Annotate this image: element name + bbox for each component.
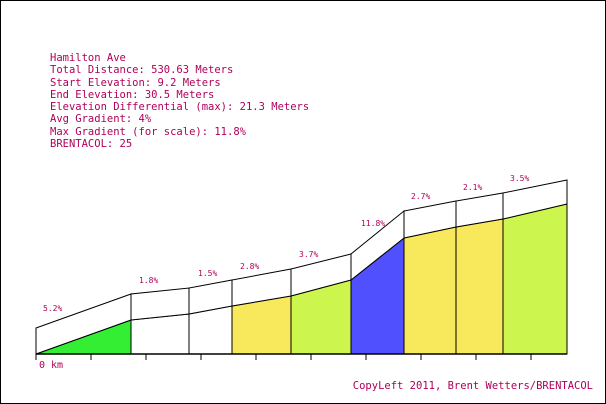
gradient-label-2: 1.5% bbox=[198, 269, 217, 278]
gradient-label-5: 11.8% bbox=[361, 219, 385, 228]
gradient-label-3: 2.8% bbox=[240, 262, 259, 271]
max-gradient: Max Gradient (for scale): 11.8% bbox=[50, 125, 246, 138]
gradient-label-6: 2.7% bbox=[411, 192, 430, 201]
segment-front-8 bbox=[502, 203, 568, 355]
x-tick-label: 0 km bbox=[39, 360, 63, 371]
gradient-label-4: 3.7% bbox=[299, 250, 318, 259]
copyleft-notice: CopyLeft 2011, Brent Wetters/BRENTACOL bbox=[352, 380, 593, 392]
gradient-label-8: 3.5% bbox=[510, 174, 529, 183]
elevation-differential: Elevation Differential (max): 21.3 Meter… bbox=[50, 101, 310, 114]
gradient-label-0: 5.2% bbox=[43, 304, 62, 313]
segment-front-6 bbox=[403, 226, 457, 355]
total-distance: Total Distance: 530.63 Meters bbox=[50, 64, 234, 77]
brentacol-score: BRENTACOL: 25 bbox=[50, 138, 133, 151]
avg-gradient: Avg Gradient: 4% bbox=[50, 113, 152, 126]
segment-front-7 bbox=[455, 218, 504, 355]
gradient-label-1: 1.8% bbox=[139, 276, 158, 285]
route-name: Hamilton Ave bbox=[50, 52, 126, 64]
segment-top-1 bbox=[130, 287, 190, 321]
gradient-label-7: 2.1% bbox=[463, 183, 482, 192]
route-info: Hamilton Ave Total Distance: 530.63 Mete… bbox=[50, 52, 309, 150]
segment-front-1 bbox=[130, 313, 190, 355]
start-elevation: Start Elevation: 9.2 Meters bbox=[50, 76, 221, 89]
end-elevation: End Elevation: 30.5 Meters bbox=[50, 88, 215, 101]
